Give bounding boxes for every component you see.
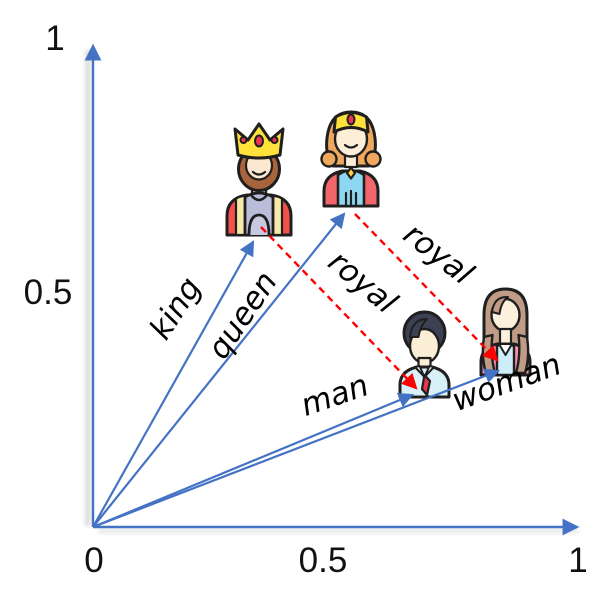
- queen-label: queen: [201, 265, 285, 366]
- y-tick-0_5: 0.5: [24, 273, 73, 312]
- royal-label-right: royal: [396, 216, 480, 292]
- axis-shadow: [85, 50, 578, 533]
- relation-arrows: [260, 213, 499, 390]
- man-icon: [398, 310, 451, 399]
- x-tick-0_5: 0.5: [299, 541, 348, 580]
- king-vector: [92, 240, 255, 528]
- king-label: king: [143, 271, 209, 346]
- royal-arrow-king-man: [260, 226, 418, 390]
- woman-vector: [92, 368, 501, 529]
- axes: [84, 43, 580, 536]
- royal-label-left: royal: [321, 244, 404, 322]
- man-vector: [92, 392, 414, 529]
- tick-labels: 1 0.5 0 0.5 1: [24, 19, 588, 580]
- royal-arrow-queen-woman: [354, 213, 499, 362]
- queen-vector: [92, 212, 346, 528]
- king-icon: [225, 122, 293, 237]
- y-tick-1: 1: [45, 19, 64, 58]
- word-vectors: [92, 212, 501, 529]
- x-tick-0: 0: [84, 541, 103, 580]
- x-tick-1: 1: [568, 541, 587, 580]
- queen-icon: [320, 110, 382, 208]
